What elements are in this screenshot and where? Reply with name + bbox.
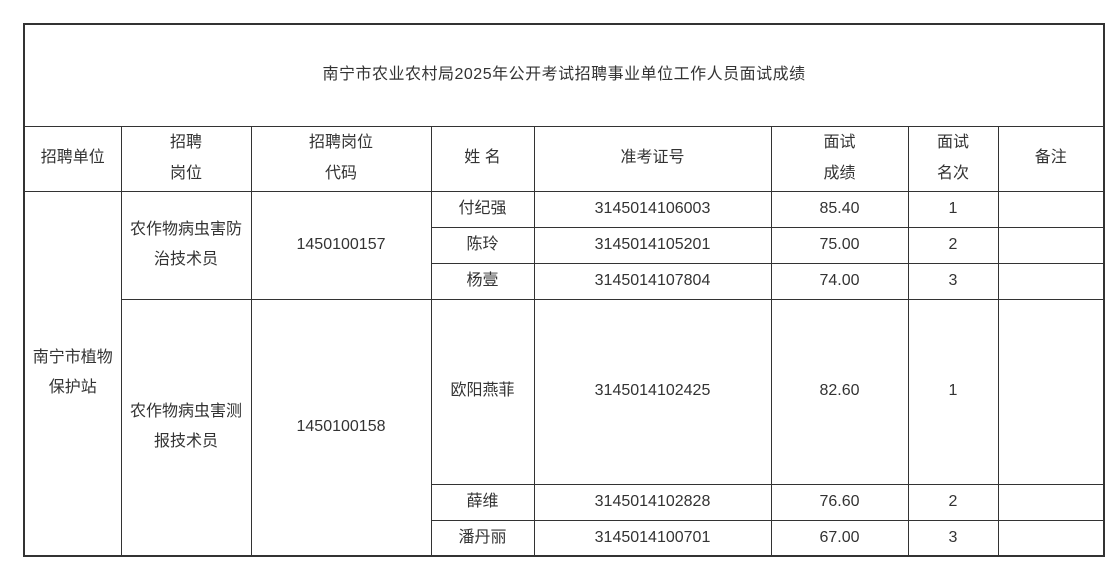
col-header-rank: 面试 名次 bbox=[907, 125, 999, 192]
cell-remark bbox=[997, 262, 1105, 300]
cell-score: 75.00 bbox=[770, 226, 909, 264]
cell-unit: 南宁市植物保护站 bbox=[23, 190, 122, 557]
col-header-score: 面试 成绩 bbox=[770, 125, 909, 192]
cell-remark bbox=[997, 298, 1105, 485]
cell-name: 欧阳燕菲 bbox=[430, 298, 535, 485]
interview-score-table: 南宁市农业农村局2025年公开考试招聘事业单位工作人员面试成绩 招聘单位 招聘 … bbox=[23, 23, 1106, 557]
table-row: 陈玲 3145014105201 75.00 2 bbox=[24, 226, 1105, 264]
cell-remark bbox=[997, 226, 1105, 264]
table-row: 农作物病虫害测报技术员 1450100158 欧阳燕菲 314501410242… bbox=[24, 298, 1105, 557]
cell-rank: 3 bbox=[907, 262, 999, 300]
cell-rank: 1 bbox=[907, 190, 999, 228]
col-header-code: 招聘岗位 代码 bbox=[250, 125, 432, 192]
cell-score: 85.40 bbox=[770, 190, 909, 228]
cell-code: 1450100157 bbox=[250, 190, 432, 300]
col-header-position: 招聘 岗位 bbox=[120, 125, 252, 192]
cell-score: 82.60 bbox=[770, 298, 909, 485]
cell-score: 67.00 bbox=[770, 519, 909, 557]
table-row: 潘丹丽 3145014100701 67.00 3 bbox=[24, 519, 1105, 557]
cell-remark bbox=[997, 483, 1105, 521]
col-header-name: 姓 名 bbox=[430, 125, 535, 192]
col-header-remark: 备注 bbox=[997, 125, 1105, 192]
col-header-unit: 招聘单位 bbox=[23, 125, 122, 192]
cell-code: 1450100158 bbox=[250, 298, 432, 557]
cell-remark bbox=[997, 190, 1105, 228]
cell-name: 薛维 bbox=[430, 483, 535, 521]
cell-score: 74.00 bbox=[770, 262, 909, 300]
header-row: 招聘单位 招聘 岗位 招聘岗位 代码 姓 名 准考证号 面试 成绩 面试 名次 … bbox=[23, 125, 1105, 192]
cell-position: 农作物病虫害测报技术员 bbox=[120, 298, 252, 557]
cell-name: 杨壹 bbox=[430, 262, 535, 300]
cell-remark bbox=[997, 519, 1105, 557]
cell-ticket: 3145014102425 bbox=[533, 298, 772, 485]
cell-name: 潘丹丽 bbox=[430, 519, 535, 557]
table-title: 南宁市农业农村局2025年公开考试招聘事业单位工作人员面试成绩 bbox=[23, 23, 1105, 127]
cell-ticket: 3145014107804 bbox=[533, 262, 772, 300]
table-row: 南宁市植物保护站 农作物病虫害防治技术员 1450100157 付纪强 3145… bbox=[23, 190, 1105, 557]
table-row: 杨壹 3145014107804 74.00 3 bbox=[24, 262, 1105, 300]
cell-ticket: 3145014106003 bbox=[533, 190, 772, 228]
cell-ticket: 3145014105201 bbox=[533, 226, 772, 264]
cell-ticket: 3145014102828 bbox=[533, 483, 772, 521]
table-row: 薛维 3145014102828 76.60 2 bbox=[24, 483, 1105, 521]
cell-rank: 2 bbox=[907, 483, 999, 521]
col-header-ticket: 准考证号 bbox=[533, 125, 772, 192]
cell-ticket: 3145014100701 bbox=[533, 519, 772, 557]
cell-name: 陈玲 bbox=[430, 226, 535, 264]
cell-position: 农作物病虫害防治技术员 bbox=[120, 190, 252, 300]
cell-rank: 2 bbox=[907, 226, 999, 264]
cell-score: 76.60 bbox=[770, 483, 909, 521]
cell-name: 付纪强 bbox=[430, 190, 535, 228]
cell-rank: 3 bbox=[907, 519, 999, 557]
cell-rank: 1 bbox=[907, 298, 999, 485]
